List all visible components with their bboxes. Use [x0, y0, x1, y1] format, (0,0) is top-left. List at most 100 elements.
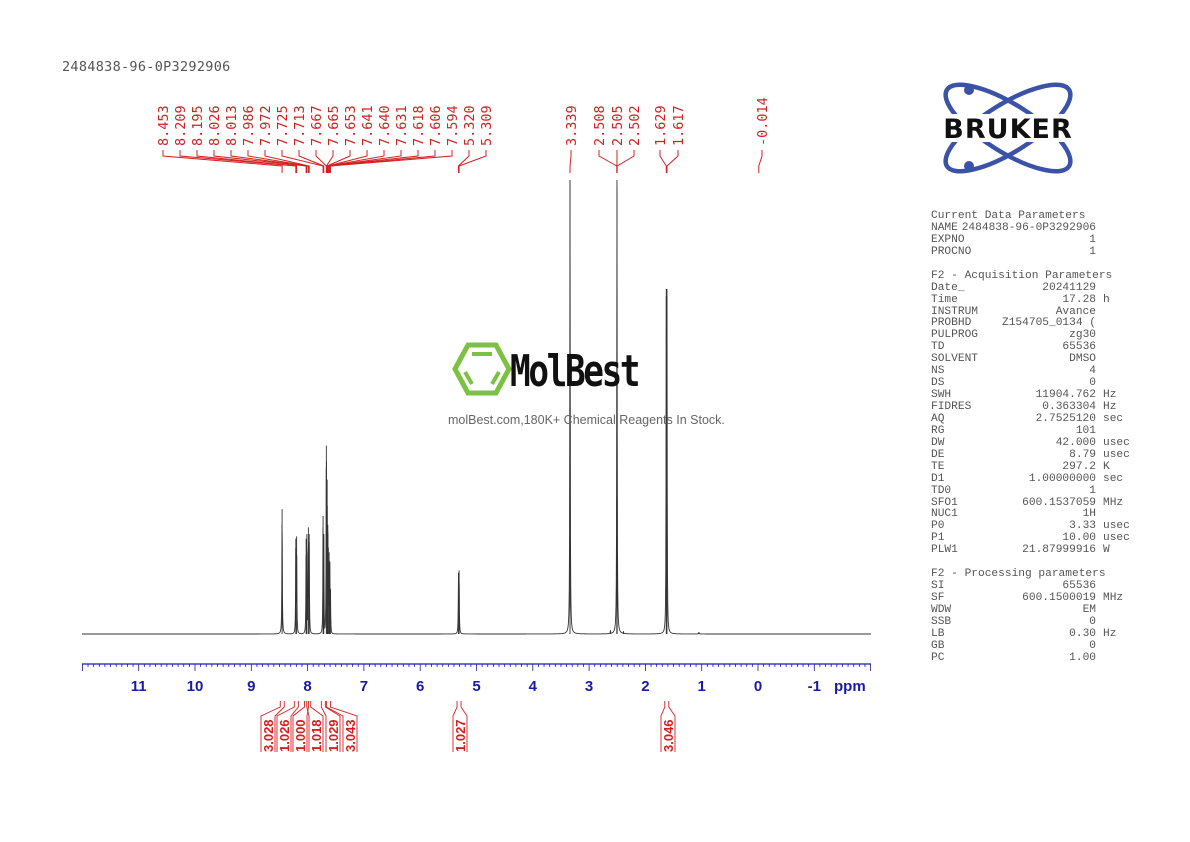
parameter-row: FIDRES 0.363304 Hz [931, 401, 1131, 414]
peak-label-connector [213, 150, 307, 173]
peak-label-connector [569, 150, 572, 173]
peak-label-connector [298, 150, 325, 173]
parameter-value: 0.30 [1069, 627, 1096, 640]
parameter-value: 297.2 [1062, 460, 1096, 473]
parameter-value: Avance [1055, 305, 1096, 318]
parameter-row: PLW1 21.87999916 W [931, 544, 1131, 557]
peak-label-connector [327, 150, 385, 173]
integral-value: 3.028 [261, 719, 276, 752]
peak-label-connector [326, 150, 351, 173]
x-axis-label: ppm [834, 678, 866, 695]
parameter-value: 20241129 [1042, 281, 1096, 294]
peak-label-connector [230, 150, 308, 173]
parameter-unit: Hz [1103, 627, 1117, 640]
parameter-name: PLW1 [931, 544, 958, 557]
parameter-row: Date_ 20241129 [931, 281, 1131, 295]
parameter-unit: MHz [1103, 496, 1124, 509]
parameter-unit: sec [1103, 412, 1124, 425]
peak-shift-label: 7.640 [377, 105, 393, 146]
parameter-name: DE [931, 448, 945, 461]
integral-bracket [452, 701, 458, 752]
peak-shift-label: 7.667 [309, 105, 325, 146]
parameter-name: P0 [931, 520, 945, 533]
peak-shift-label: 2.505 [610, 105, 626, 146]
parameter-value: 17.28 [1062, 293, 1096, 306]
parameter-value: 10.00 [1062, 532, 1096, 545]
integral-bracket [260, 701, 281, 752]
parameter-value: 0 [1089, 639, 1096, 652]
section-title: Current Data Parameters [931, 210, 1131, 223]
x-tick-label: 9 [247, 678, 255, 695]
parameter-name: EXPNO [931, 233, 965, 246]
parameter-unit: Hz [1103, 389, 1117, 402]
parameter-unit: W [1103, 544, 1110, 557]
integral-bracket [320, 701, 327, 752]
parameter-row: INSTRUM Avance [931, 305, 1131, 319]
peak-label-connector [196, 150, 298, 173]
integral-bracket [325, 701, 344, 752]
parameter-row: PC 1.00 [931, 652, 1131, 665]
parameter-unit: sec [1103, 472, 1124, 485]
parameter-name: PULPROG [931, 329, 978, 342]
parameter-value: 65536 [1062, 580, 1096, 593]
peak-label-connector [666, 150, 679, 173]
parameter-value: 2484838-96-0P3292906 [961, 221, 1096, 234]
peak-shift-label: 7.653 [343, 105, 359, 146]
peak-label-connector [328, 150, 419, 173]
parameter-value: 0.363304 [1042, 401, 1096, 413]
integral-value: 1.018 [309, 719, 324, 752]
peak-shift-label: 8.195 [190, 105, 206, 146]
parameter-value: zg30 [1069, 329, 1096, 342]
parameter-name: D1 [931, 472, 945, 485]
parameter-row: PULPROG zg30 [931, 329, 1131, 342]
x-tick-label: 11 [131, 678, 147, 695]
peak-shift-label: 7.618 [411, 105, 427, 146]
parameter-name: TD0 [931, 484, 952, 497]
peak-shift-label: 8.453 [156, 105, 172, 146]
peak-shift-label: 7.606 [428, 105, 444, 146]
parameter-name: GB [931, 639, 945, 652]
parameter-name: DS [931, 377, 945, 390]
parameter-name: NAME [931, 221, 958, 234]
peak-shift-label: 7.986 [241, 105, 257, 146]
peak-label-connector [598, 150, 618, 173]
section-title: F2 - Processing parameters [931, 568, 1131, 581]
integral-bracket [306, 701, 310, 752]
integral-value: 1.027 [453, 719, 468, 752]
parameter-value: 8.79 [1069, 448, 1096, 461]
parameter-row: TE 297.2 K [931, 460, 1131, 474]
parameter-name: P1 [931, 532, 945, 545]
parameter-name: SI [931, 580, 945, 593]
parameter-value: DMSO [1069, 353, 1096, 366]
integral-bracket [324, 701, 341, 752]
parameter-name: FIDRES [931, 401, 972, 413]
parameter-unit: usec [1103, 520, 1130, 533]
integral-bracket [290, 701, 299, 752]
parameter-row: P0 3.33 usec [931, 520, 1131, 533]
integral-bracket [292, 701, 305, 752]
section-title: F2 - Acquisition Parameters [931, 269, 1131, 283]
peak-shift-label: 7.713 [292, 105, 308, 146]
parameter-unit: MHz [1103, 592, 1124, 604]
parameter-value: 3.33 [1069, 520, 1096, 533]
peak-shift-label: 2.508 [592, 105, 608, 146]
parameter-name: AQ [931, 412, 945, 425]
parameter-row: WDW EM [931, 603, 1131, 617]
x-tick-label: 0 [754, 678, 762, 695]
peak-shift-label: 7.725 [275, 105, 291, 146]
integral-labels: 3.028 1.026 1.000 1.018 1.029 3.043 1.027 3.046 [260, 701, 676, 752]
parameter-row: P1 10.00 usec [931, 532, 1131, 545]
x-axis: 11 10 9 8 7 6 5 4 3 2 1 0 -1 ppm [82, 663, 871, 695]
section-heading: F2 - Acquisition Parameters [931, 269, 1113, 282]
peak-shift-label: 3.339 [564, 105, 580, 146]
peak-shift-label: 7.631 [394, 105, 410, 146]
parameter-value: 101 [1075, 424, 1096, 437]
integral-bracket [276, 701, 295, 752]
peak-shift-label: 7.972 [258, 105, 274, 146]
integral-bracket [460, 701, 468, 752]
peak-shift-label: 7.665 [326, 105, 342, 146]
parameter-row: DW 42.000 usec [931, 437, 1131, 450]
parameter-name: WDW [931, 603, 952, 616]
peak-shift-label: -0.014 [755, 97, 771, 146]
